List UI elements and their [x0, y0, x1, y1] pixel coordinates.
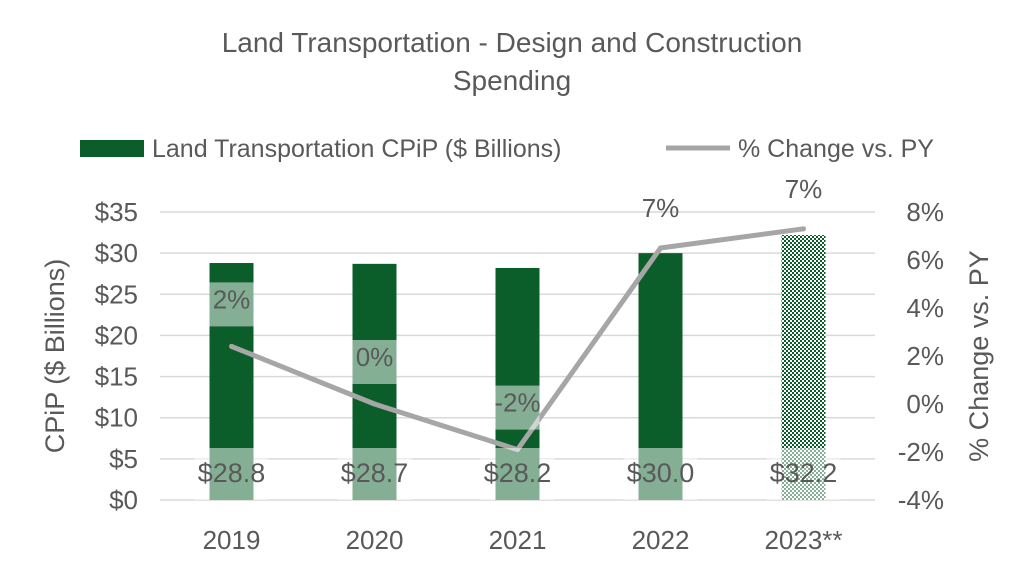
- pct-change-point: [372, 401, 377, 407]
- y-left-tick-label: $15: [95, 362, 138, 392]
- bar-value-label: $30.0: [627, 458, 695, 488]
- line-label-box: [352, 340, 397, 384]
- y-axis-left-title: CPiP ($ Billions): [40, 259, 70, 454]
- y-right-tick-label: -4%: [898, 485, 944, 515]
- bar-label-box: [480, 448, 555, 500]
- y-left-tick-label: $0: [109, 485, 138, 515]
- y-left-tick-label: $5: [109, 444, 138, 474]
- y-right-tick-label: 6%: [906, 245, 944, 275]
- bar-value-label: $28.7: [341, 458, 409, 488]
- y-axis-left-ticks: $0 $5 $10 $15 $20 $25 $30 $35: [95, 197, 138, 515]
- line-value-label: 7%: [785, 174, 823, 204]
- y-left-tick-label: $20: [95, 320, 138, 350]
- line-value-label: 7%: [642, 193, 680, 223]
- line-value-label: 0%: [356, 342, 394, 372]
- y-left-tick-label: $25: [95, 279, 138, 309]
- y-right-tick-label: -2%: [898, 437, 944, 467]
- y-axis-right-ticks: -4% -2% 0% 2% 4% 6% 8%: [898, 197, 944, 515]
- bar-label-box: [766, 448, 841, 500]
- pct-change-point: [229, 343, 234, 349]
- chart-title-line-1: Land Transportation - Design and Constru…: [222, 27, 803, 58]
- legend-bar-label: Land Transportation CPiP ($ Billions): [152, 135, 561, 163]
- line-data-labels: 2% 0% -2% 7% 7%: [209, 174, 823, 430]
- y-right-tick-label: 0%: [906, 389, 944, 419]
- x-tick-label: 2019: [203, 525, 261, 555]
- legend-bar-swatch: [80, 140, 144, 157]
- line-label-box: [495, 385, 540, 430]
- pct-change-point: [658, 245, 663, 251]
- x-tick-label: 2020: [346, 525, 404, 555]
- pct-change-point: [801, 226, 806, 232]
- line-value-label: 2%: [213, 284, 251, 314]
- bar-label-box: [194, 448, 269, 500]
- bar-label-box: [337, 448, 412, 500]
- y-right-tick-label: 2%: [906, 341, 944, 371]
- line-label-box: [209, 282, 254, 327]
- x-tick-label: 2023**: [764, 525, 842, 555]
- y-axis-right-title: % Change vs. PY: [964, 250, 994, 462]
- bar-label-box: [623, 448, 698, 500]
- bar-data-labels: $28.8 $28.7 $28.2 $30.0 $32.2: [194, 448, 841, 500]
- bar-value-label: $28.8: [198, 458, 266, 488]
- bar-value-label: $32.2: [770, 458, 838, 488]
- line-value-label: -2%: [494, 388, 540, 418]
- x-tick-label: 2022: [632, 525, 690, 555]
- y-left-tick-label: $30: [95, 238, 138, 268]
- y-left-tick-label: $10: [95, 403, 138, 433]
- legend-line-label: % Change vs. PY: [738, 135, 934, 163]
- x-axis-ticks: 2019 2020 2021 2022 2023**: [203, 525, 843, 555]
- bar-value-label: $28.2: [484, 458, 552, 488]
- legend: Land Transportation CPiP ($ Billions) % …: [80, 135, 934, 163]
- x-tick-label: 2021: [489, 525, 547, 555]
- chart-title-line-2: Spending: [453, 65, 571, 96]
- y-right-tick-label: 8%: [906, 197, 944, 227]
- y-left-tick-label: $35: [95, 197, 138, 227]
- y-right-tick-label: 4%: [906, 293, 944, 323]
